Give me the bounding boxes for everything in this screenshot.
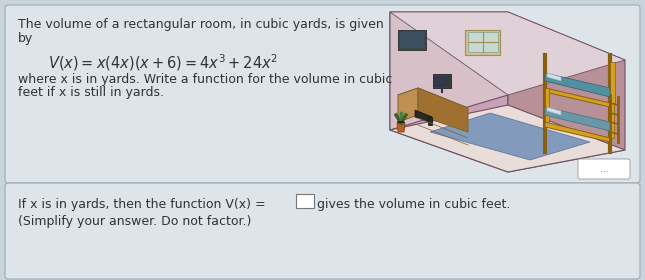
Polygon shape bbox=[397, 121, 405, 123]
Polygon shape bbox=[545, 73, 610, 97]
Polygon shape bbox=[430, 113, 590, 160]
Polygon shape bbox=[468, 32, 498, 52]
Text: ...: ... bbox=[600, 165, 608, 174]
FancyBboxPatch shape bbox=[578, 159, 630, 179]
Polygon shape bbox=[390, 12, 508, 172]
Text: (Simplify your answer. Do not factor.): (Simplify your answer. Do not factor.) bbox=[18, 215, 252, 228]
Polygon shape bbox=[398, 88, 468, 115]
Bar bbox=[400, 32, 424, 48]
FancyBboxPatch shape bbox=[5, 5, 640, 183]
Polygon shape bbox=[545, 88, 549, 122]
Bar bbox=[398, 30, 426, 50]
Polygon shape bbox=[610, 62, 615, 103]
Polygon shape bbox=[390, 12, 625, 95]
Bar bbox=[434, 76, 450, 87]
Text: $V(x) = x(4x)(x + 6) = 4x^3 + 24x^2$: $V(x) = x(4x)(x + 6) = 4x^3 + 24x^2$ bbox=[48, 52, 279, 73]
Polygon shape bbox=[545, 122, 610, 142]
Bar bbox=[296, 194, 314, 208]
Polygon shape bbox=[545, 107, 610, 131]
Polygon shape bbox=[418, 88, 468, 132]
Polygon shape bbox=[508, 12, 625, 172]
Text: by: by bbox=[18, 32, 34, 45]
Polygon shape bbox=[397, 123, 405, 132]
Polygon shape bbox=[547, 107, 561, 115]
Polygon shape bbox=[428, 117, 432, 125]
Polygon shape bbox=[390, 12, 508, 130]
Polygon shape bbox=[545, 88, 610, 107]
Polygon shape bbox=[547, 73, 561, 81]
Polygon shape bbox=[390, 105, 625, 172]
Bar bbox=[433, 74, 451, 88]
Polygon shape bbox=[398, 88, 418, 122]
Text: gives the volume in cubic feet.: gives the volume in cubic feet. bbox=[317, 198, 510, 211]
Text: The volume of a rectangular room, in cubic yards, is given: The volume of a rectangular room, in cub… bbox=[18, 18, 384, 31]
Text: feet if x is still in yards.: feet if x is still in yards. bbox=[18, 86, 164, 99]
Polygon shape bbox=[610, 103, 614, 138]
Text: If x is in yards, then the function V(x) =: If x is in yards, then the function V(x)… bbox=[18, 198, 266, 211]
Polygon shape bbox=[465, 30, 500, 55]
Text: where x is in yards. Write a function for the volume in cubic: where x is in yards. Write a function fo… bbox=[18, 73, 392, 86]
Polygon shape bbox=[415, 110, 432, 123]
FancyBboxPatch shape bbox=[5, 183, 640, 279]
